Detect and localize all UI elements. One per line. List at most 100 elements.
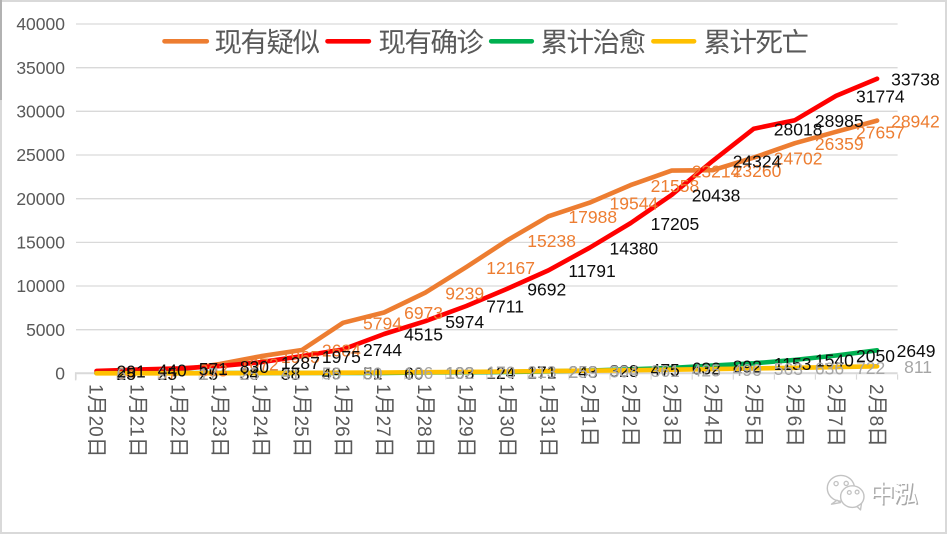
svg-text:8: 8: [865, 416, 886, 427]
svg-text:1072: 1072: [240, 355, 279, 375]
svg-text:28018: 28018: [774, 119, 823, 139]
svg-text:2: 2: [619, 384, 640, 395]
svg-text:25: 25: [240, 364, 259, 384]
svg-text:1153: 1153: [774, 354, 812, 374]
svg-text:811: 811: [904, 357, 932, 377]
svg-text:25: 25: [117, 364, 136, 384]
svg-text:259: 259: [568, 362, 597, 382]
svg-text:28: 28: [413, 416, 434, 437]
svg-text:171: 171: [527, 363, 556, 383]
svg-text:25: 25: [290, 416, 311, 437]
svg-text:490: 490: [733, 360, 762, 380]
svg-text:21558: 21558: [651, 176, 700, 196]
svg-text:30: 30: [495, 416, 516, 437]
svg-text:4: 4: [701, 416, 722, 427]
svg-text:56: 56: [322, 364, 341, 384]
svg-text:393: 393: [199, 361, 228, 381]
svg-text:1: 1: [578, 416, 599, 427]
svg-text:563: 563: [774, 359, 803, 379]
svg-text:2684: 2684: [322, 341, 361, 361]
svg-text:23260: 23260: [733, 161, 782, 181]
svg-text:12167: 12167: [486, 258, 535, 278]
svg-text:1: 1: [290, 384, 311, 395]
svg-text:54: 54: [117, 364, 137, 384]
svg-text:304: 304: [610, 361, 639, 381]
svg-text:5: 5: [742, 416, 763, 427]
svg-text:7: 7: [824, 416, 845, 427]
svg-text:17205: 17205: [651, 214, 700, 234]
svg-text:1975: 1975: [322, 347, 361, 367]
svg-text:1: 1: [167, 384, 188, 395]
svg-text:1540: 1540: [815, 351, 854, 371]
svg-text:24: 24: [249, 416, 270, 438]
svg-text:17: 17: [199, 364, 218, 384]
svg-text:106: 106: [404, 363, 433, 383]
svg-text:1: 1: [85, 384, 106, 395]
svg-text:328: 328: [610, 361, 639, 381]
svg-text:4515: 4515: [404, 325, 443, 345]
svg-text:41: 41: [281, 364, 300, 384]
svg-text:21: 21: [126, 416, 147, 437]
svg-text:2: 2: [701, 384, 722, 395]
svg-text:830: 830: [240, 357, 269, 377]
svg-text:37: 37: [158, 364, 177, 384]
svg-text:9692: 9692: [527, 279, 566, 299]
svg-text:2649: 2649: [897, 341, 936, 361]
svg-text:23: 23: [208, 416, 229, 437]
svg-text:2: 2: [742, 384, 763, 395]
svg-text:1: 1: [454, 384, 475, 395]
svg-text:2: 2: [660, 384, 681, 395]
svg-text:1: 1: [372, 384, 393, 395]
svg-text:14380: 14380: [610, 239, 659, 259]
svg-text:571: 571: [199, 359, 228, 379]
svg-text:11791: 11791: [568, 261, 615, 281]
svg-text:5000: 5000: [26, 320, 65, 340]
svg-text:34: 34: [240, 364, 260, 384]
svg-text:0: 0: [55, 364, 65, 384]
svg-text:2: 2: [824, 384, 845, 395]
svg-text:2: 2: [619, 416, 640, 427]
svg-text:20000: 20000: [16, 189, 65, 209]
svg-text:1: 1: [536, 384, 557, 395]
svg-text:1965: 1965: [281, 347, 320, 367]
svg-text:24324: 24324: [733, 152, 782, 172]
svg-text:1: 1: [331, 384, 352, 395]
svg-text:475: 475: [651, 360, 680, 380]
svg-text:213: 213: [527, 362, 556, 382]
svg-text:49: 49: [322, 364, 341, 384]
svg-text:15000: 15000: [16, 233, 65, 253]
svg-text:5794: 5794: [363, 314, 402, 334]
svg-text:26: 26: [331, 416, 352, 437]
svg-text:1: 1: [126, 384, 147, 395]
svg-text:3: 3: [660, 416, 681, 427]
svg-text:425: 425: [692, 360, 721, 380]
svg-text:361: 361: [651, 361, 680, 381]
svg-text:1: 1: [249, 384, 270, 395]
svg-text:2: 2: [578, 384, 599, 395]
svg-text:31: 31: [536, 416, 557, 437]
svg-text:17988: 17988: [568, 207, 617, 227]
svg-text:40000: 40000: [16, 14, 65, 34]
svg-text:10000: 10000: [16, 276, 65, 296]
svg-text:20: 20: [85, 416, 106, 437]
svg-text:38: 38: [281, 364, 300, 384]
svg-text:243: 243: [568, 362, 597, 382]
svg-text:23214: 23214: [692, 161, 741, 181]
svg-text:440: 440: [158, 360, 187, 380]
svg-text:2744: 2744: [363, 340, 402, 360]
svg-text:31774: 31774: [856, 87, 905, 107]
svg-text:632: 632: [692, 359, 721, 379]
svg-text:27: 27: [372, 416, 393, 437]
svg-text:27657: 27657: [856, 123, 905, 143]
svg-text:25000: 25000: [16, 145, 65, 165]
svg-text:636: 636: [815, 359, 844, 379]
svg-text:7711: 7711: [486, 297, 524, 317]
svg-text:1: 1: [495, 384, 516, 395]
svg-text:25: 25: [199, 364, 218, 384]
svg-text:6: 6: [117, 364, 127, 384]
svg-text:170: 170: [486, 363, 515, 383]
svg-text:19544: 19544: [610, 193, 659, 213]
svg-text:124: 124: [486, 363, 515, 383]
svg-text:51: 51: [363, 364, 382, 384]
svg-text:2: 2: [783, 384, 804, 395]
